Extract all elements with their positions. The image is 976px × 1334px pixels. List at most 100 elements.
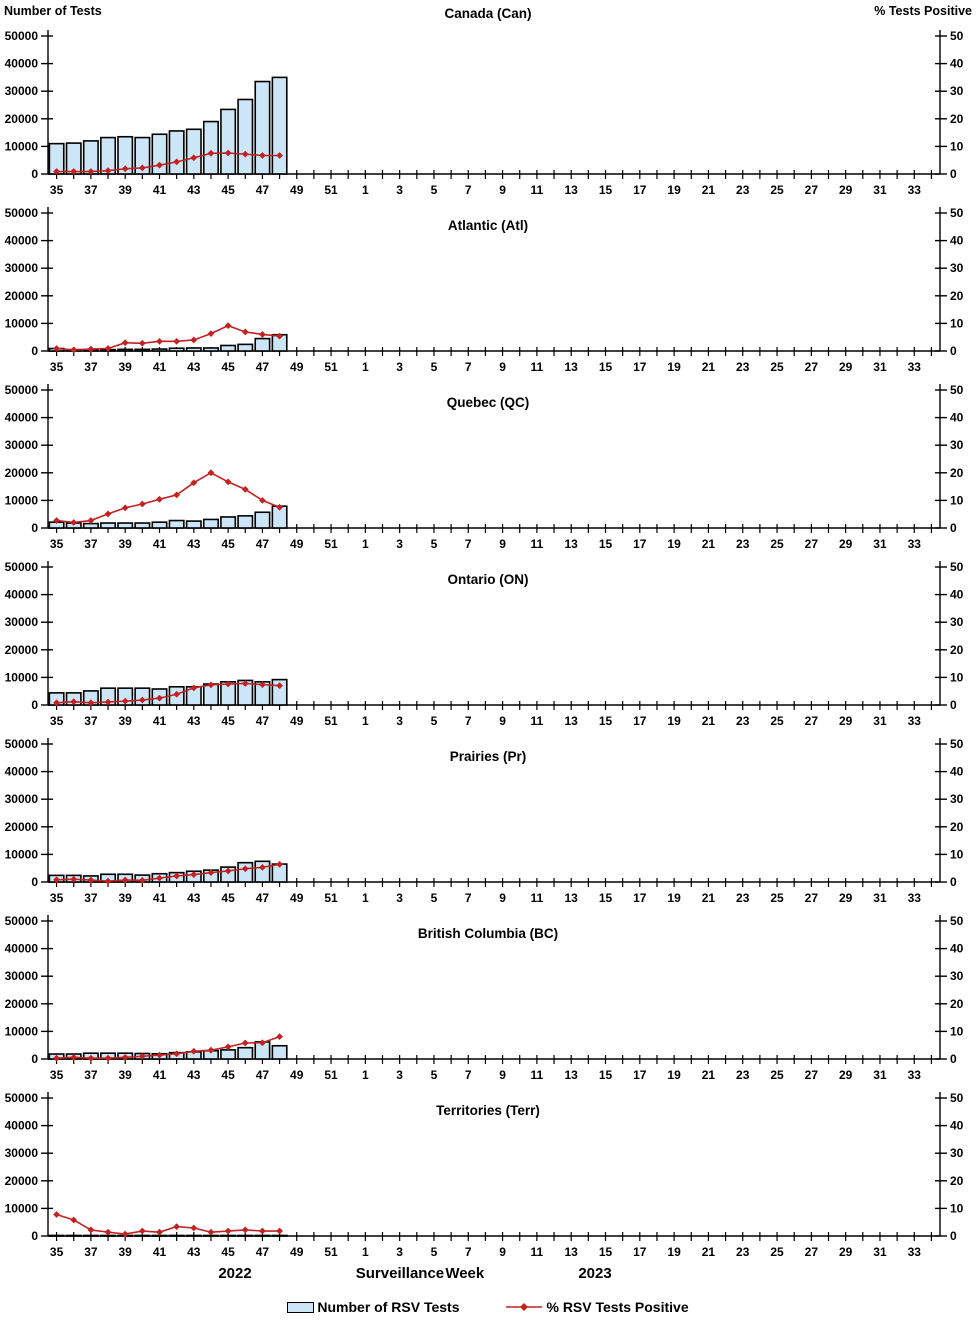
- svg-text:49: 49: [290, 1068, 304, 1082]
- svg-text:0: 0: [31, 875, 38, 889]
- x-axis-labels: 35 37 39 41 43 45 47 49 51 1 3 5 7 9 11 13 15 17 19 21 23 25 2…: [50, 891, 921, 905]
- svg-text:40: 40: [950, 234, 964, 248]
- svg-text:10000: 10000: [5, 1024, 39, 1038]
- svg-text:51: 51: [324, 1068, 338, 1082]
- svg-text:47: 47: [256, 1068, 270, 1082]
- panel-title: British Columbia (BC): [418, 926, 558, 941]
- svg-text:5: 5: [431, 183, 438, 197]
- pct-markers: [53, 860, 283, 885]
- bottom-section: 2022 Surveillance Week 2023 Number of RS…: [0, 1259, 976, 1334]
- svg-text:41: 41: [153, 360, 167, 374]
- svg-text:9: 9: [499, 891, 506, 905]
- svg-text:40000: 40000: [5, 57, 39, 71]
- svg-text:37: 37: [84, 360, 98, 374]
- panel-title: Ontario (ON): [448, 572, 529, 587]
- svg-text:10000: 10000: [5, 493, 39, 507]
- svg-text:27: 27: [805, 360, 819, 374]
- svg-text:17: 17: [633, 360, 647, 374]
- svg-text:10: 10: [950, 493, 964, 507]
- svg-text:27: 27: [805, 183, 819, 197]
- svg-text:21: 21: [702, 183, 716, 197]
- svg-text:41: 41: [153, 891, 167, 905]
- svg-text:50000: 50000: [5, 383, 39, 397]
- line-marker-icon: [506, 1303, 543, 1311]
- svg-text:9: 9: [499, 360, 506, 374]
- svg-text:19: 19: [667, 537, 681, 551]
- svg-text:50: 50: [950, 560, 964, 574]
- svg-text:50000: 50000: [5, 206, 39, 220]
- svg-text:39: 39: [119, 183, 133, 197]
- svg-text:43: 43: [187, 360, 201, 374]
- svg-text:19: 19: [667, 1068, 681, 1082]
- svg-text:17: 17: [633, 714, 647, 728]
- y-axis-right: 0 10 20 30 40 50: [935, 206, 964, 358]
- svg-text:41: 41: [153, 183, 167, 197]
- svg-text:50000: 50000: [5, 1091, 39, 1105]
- svg-text:7: 7: [465, 537, 472, 551]
- svg-text:27: 27: [805, 537, 819, 551]
- svg-text:33: 33: [908, 537, 922, 551]
- svg-text:40: 40: [950, 411, 964, 425]
- svg-text:50: 50: [950, 383, 964, 397]
- svg-text:51: 51: [324, 1245, 338, 1259]
- svg-text:5: 5: [431, 1068, 438, 1082]
- svg-text:3: 3: [396, 537, 403, 551]
- svg-text:15: 15: [599, 360, 613, 374]
- svg-text:25: 25: [770, 1245, 784, 1259]
- svg-text:17: 17: [633, 1245, 647, 1259]
- svg-text:10: 10: [950, 847, 964, 861]
- svg-text:27: 27: [805, 1068, 819, 1082]
- svg-text:30000: 30000: [5, 1146, 39, 1160]
- svg-text:13: 13: [565, 537, 579, 551]
- bars-group: [48, 1041, 288, 1060]
- pct-markers: [53, 1211, 283, 1238]
- y-axis-left: 0 10000 20000 30000 40000 50000: [5, 206, 53, 358]
- svg-text:25: 25: [770, 714, 784, 728]
- svg-text:20000: 20000: [5, 820, 39, 834]
- svg-text:10: 10: [950, 1024, 964, 1038]
- svg-text:47: 47: [256, 183, 270, 197]
- svg-text:20000: 20000: [5, 997, 39, 1011]
- pct-markers: [53, 149, 283, 175]
- svg-text:10: 10: [950, 316, 964, 330]
- svg-text:29: 29: [839, 1245, 853, 1259]
- svg-text:29: 29: [839, 183, 853, 197]
- svg-text:0: 0: [950, 1052, 957, 1066]
- svg-text:11: 11: [531, 1245, 544, 1259]
- x-axis-title: Surveillance Week: [355, 1265, 485, 1282]
- svg-text:10000: 10000: [5, 139, 39, 153]
- svg-text:11: 11: [531, 360, 544, 374]
- svg-text:25: 25: [770, 183, 784, 197]
- svg-text:29: 29: [839, 714, 853, 728]
- svg-text:40: 40: [950, 942, 964, 956]
- svg-text:37: 37: [84, 891, 98, 905]
- svg-text:0: 0: [950, 875, 957, 889]
- svg-text:7: 7: [465, 360, 472, 374]
- svg-text:1: 1: [362, 183, 369, 197]
- svg-text:37: 37: [84, 1245, 98, 1259]
- svg-text:40000: 40000: [5, 765, 39, 779]
- svg-text:10000: 10000: [5, 847, 39, 861]
- svg-text:30000: 30000: [5, 969, 39, 983]
- svg-text:30: 30: [950, 615, 964, 629]
- y-axis-right: 0 10 20 30 40 50: [935, 737, 964, 889]
- svg-text:39: 39: [119, 537, 133, 551]
- svg-text:37: 37: [84, 183, 98, 197]
- svg-text:37: 37: [84, 714, 98, 728]
- svg-text:15: 15: [599, 714, 613, 728]
- svg-text:51: 51: [324, 183, 338, 197]
- legend-item-positive: % RSV Tests Positive: [505, 1299, 689, 1315]
- svg-text:20000: 20000: [5, 112, 39, 126]
- svg-text:30000: 30000: [5, 792, 39, 806]
- chart-panel-prairies: 0 10000 20000 30000 40000 50000 0 10 20 30 40 50 35 3…: [0, 728, 976, 905]
- x-axis-labels: 35 37 39 41 43 45 47 49 51 1 3 5 7 9 11 13 15 17 19 21 23 25 2…: [50, 1245, 921, 1259]
- pct-line: [56, 471, 280, 524]
- svg-text:0: 0: [950, 698, 957, 712]
- svg-text:35: 35: [50, 537, 64, 551]
- svg-text:40: 40: [950, 588, 964, 602]
